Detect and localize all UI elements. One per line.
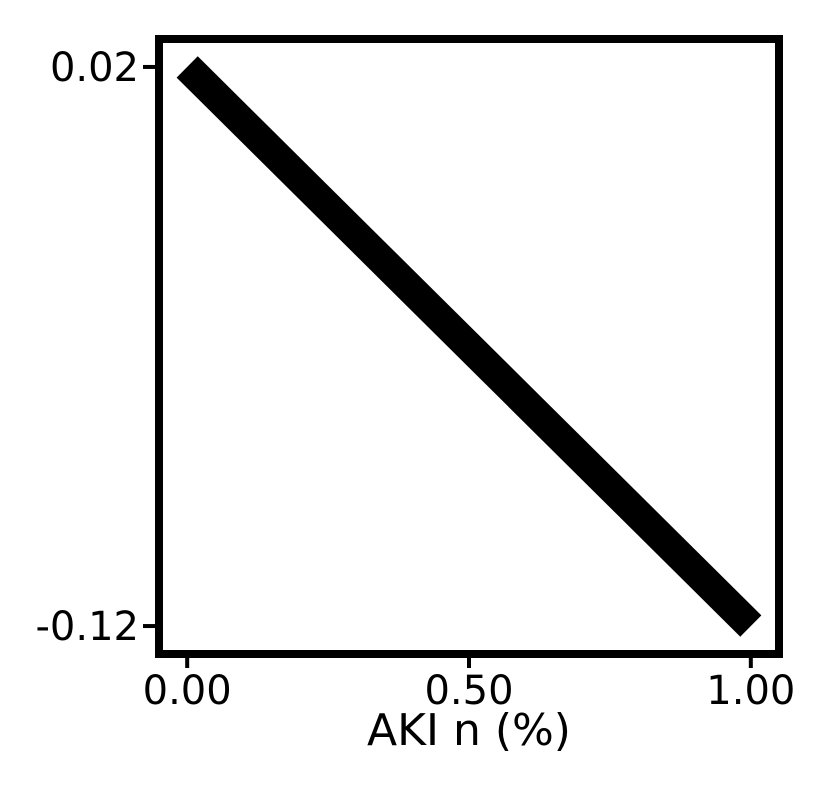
x-tick-label-1: 0.50 <box>424 668 513 714</box>
x-tick-label-0: 0.00 <box>143 668 232 714</box>
series-layer <box>176 56 762 637</box>
ticks-layer: 0.00 0.50 1.00 0.02 -0.12 <box>36 45 796 714</box>
y-tick-label-1: -0.12 <box>36 604 140 650</box>
x-tick-label-2: 1.00 <box>706 668 795 714</box>
x-axis-label: AKI n (%) <box>367 705 571 756</box>
y-tick-label-0: 0.02 <box>50 45 139 91</box>
series-line-0 <box>176 56 762 637</box>
